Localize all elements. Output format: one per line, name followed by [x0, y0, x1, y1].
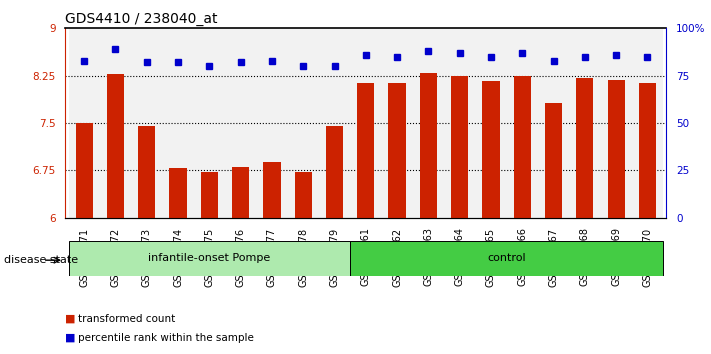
Text: transformed count: transformed count	[78, 314, 176, 324]
Bar	[75, 123, 93, 218]
Bar	[68, 241, 350, 276]
Bar	[607, 80, 625, 218]
Bar	[225, 28, 256, 218]
Bar	[100, 28, 131, 218]
Bar	[419, 73, 437, 218]
Bar	[507, 28, 538, 218]
Bar	[326, 126, 343, 218]
Bar	[513, 76, 531, 218]
Bar	[350, 28, 382, 218]
Bar	[482, 81, 500, 218]
Bar	[68, 28, 100, 218]
Bar	[382, 28, 413, 218]
Bar	[451, 76, 469, 218]
Bar	[388, 83, 406, 218]
Bar	[294, 172, 312, 218]
Bar	[256, 28, 287, 218]
Bar	[357, 83, 375, 218]
Bar	[287, 28, 319, 218]
Bar	[131, 28, 162, 218]
Bar	[601, 28, 632, 218]
Text: disease state: disease state	[4, 255, 77, 265]
Text: control: control	[487, 253, 526, 263]
Bar	[232, 167, 250, 218]
Bar	[319, 28, 350, 218]
Bar	[576, 78, 594, 218]
Text: GDS4410 / 238040_at: GDS4410 / 238040_at	[65, 12, 218, 26]
Bar	[162, 28, 193, 218]
Bar	[138, 126, 156, 218]
Text: infantile-onset Pompe: infantile-onset Pompe	[148, 253, 270, 263]
Bar	[545, 103, 562, 218]
Text: percentile rank within the sample: percentile rank within the sample	[78, 333, 254, 343]
Text: ■: ■	[65, 333, 76, 343]
Bar	[413, 28, 444, 218]
Bar	[107, 74, 124, 218]
Bar	[632, 28, 663, 218]
Bar	[193, 28, 225, 218]
Text: ■: ■	[65, 314, 76, 324]
Bar	[201, 172, 218, 218]
Bar	[169, 169, 187, 218]
Bar	[638, 83, 656, 218]
Bar	[350, 241, 663, 276]
Bar	[570, 28, 601, 218]
Bar	[476, 28, 507, 218]
Bar	[538, 28, 570, 218]
Bar	[263, 162, 281, 218]
Bar	[444, 28, 476, 218]
